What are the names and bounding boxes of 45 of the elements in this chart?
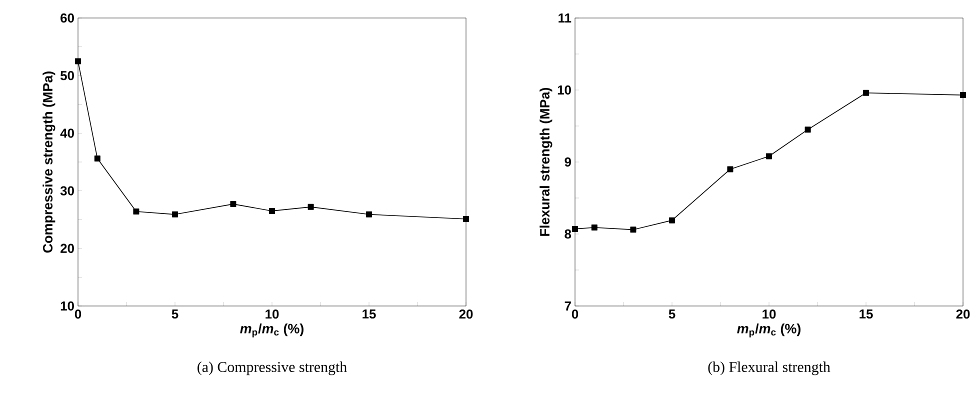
y-tick-label: 10 <box>60 301 74 311</box>
point <box>669 217 676 224</box>
x-axis-title: m$_{p}$/m$_{c}$ (%) <box>240 324 304 338</box>
text: (a) Compressive strength <box>198 362 347 376</box>
x-tick-label: 15 <box>860 310 873 319</box>
point <box>366 211 372 218</box>
point <box>766 153 772 160</box>
y-axis-title: Flexural strength (MPa) <box>540 88 552 236</box>
point <box>863 90 870 96</box>
point <box>94 156 100 162</box>
x-tick-label: 0 <box>74 310 82 319</box>
y-tick-label: 9 <box>564 157 572 167</box>
y-axis-title: Compressive strength (MPa) <box>42 72 56 253</box>
point <box>960 92 966 98</box>
point <box>308 204 314 210</box>
y-tick-label: 40 <box>60 128 74 138</box>
y-tick-label: 7 <box>564 302 571 310</box>
point <box>463 216 470 222</box>
x-tick-label: 10 <box>762 310 776 319</box>
text: (b) Flexural strength <box>708 362 830 376</box>
point <box>630 226 636 233</box>
x-tick-label: 5 <box>668 310 676 319</box>
y-tick-label: 60 <box>60 13 74 23</box>
x-tick-label: 20 <box>956 310 970 319</box>
x-axis-title: m$_{p}$/m$_{c}$ (%) <box>737 324 800 338</box>
point <box>572 226 578 232</box>
x-tick-label: 5 <box>172 310 178 319</box>
y-tick-label: 20 <box>60 244 74 253</box>
y-tick-label: 30 <box>60 186 74 196</box>
x-tick-label: 10 <box>266 310 279 319</box>
point <box>269 208 276 214</box>
y-tick-label: 8 <box>564 229 572 239</box>
x-tick-label: 20 <box>459 310 473 319</box>
y-tick-label: 10 <box>558 85 571 95</box>
point <box>230 201 236 208</box>
y-tick-label: 11 <box>558 14 572 22</box>
point <box>727 166 734 172</box>
y-tick-label: 50 <box>60 71 74 80</box>
x-tick-label: 0 <box>572 310 578 319</box>
point <box>591 224 598 231</box>
point <box>75 58 82 64</box>
point <box>172 211 178 218</box>
point <box>804 126 811 133</box>
point <box>133 208 140 215</box>
x-tick-label: 15 <box>362 310 376 319</box>
